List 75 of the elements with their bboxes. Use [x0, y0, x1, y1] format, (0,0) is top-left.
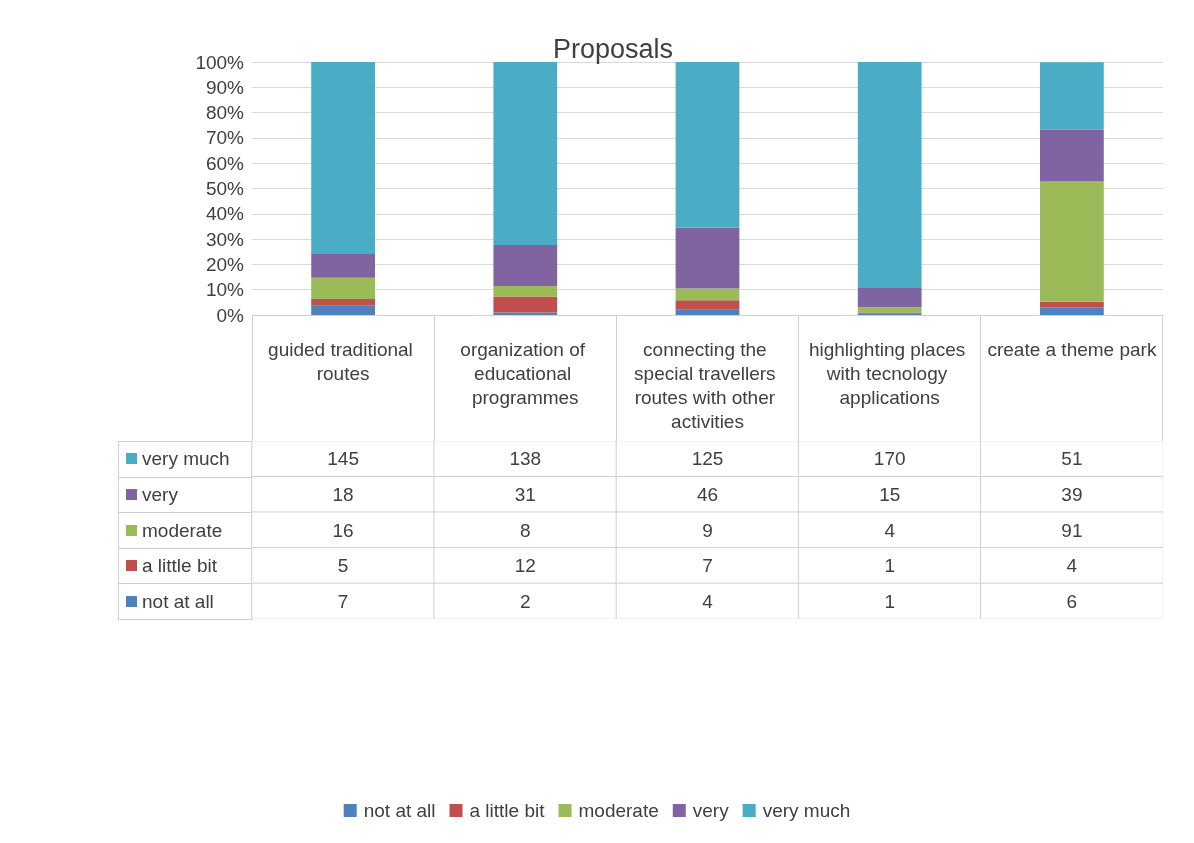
data-label: 7 [337, 590, 349, 612]
data-label: 8 [520, 519, 531, 541]
data-label: 7 [702, 555, 713, 577]
y-tick-label: very [142, 483, 179, 505]
y-tick-label: 10% [205, 279, 245, 301]
data-label: 16 [332, 519, 354, 541]
data-label: 91 [1061, 519, 1083, 541]
data-label: 6 [1066, 590, 1078, 612]
y-tick-label: 0% [216, 304, 245, 326]
data-label: 1 [884, 590, 895, 612]
y-tick-label: 80% [205, 102, 245, 124]
legend-label: moderate [578, 800, 659, 821]
data-label: 4 [884, 519, 896, 541]
bar [1040, 307, 1104, 315]
data-label: 4 [1066, 555, 1078, 577]
bar [493, 312, 558, 315]
bar [311, 62, 375, 255]
bar [675, 227, 740, 289]
data-label: 145 [327, 448, 359, 470]
x-tick-label: connecting the special travellers routes with other activities [634, 338, 781, 432]
bar [493, 296, 558, 313]
bar [493, 62, 558, 245]
bar [1040, 301, 1104, 308]
data-label: 15 [879, 483, 901, 505]
data-label: 125 [691, 448, 724, 470]
bar [675, 288, 740, 301]
y-tick-label: 100% [195, 51, 245, 73]
y-tick-label: very much [142, 448, 230, 470]
y-tick-label: 40% [205, 203, 245, 225]
data-label: 1 [884, 555, 895, 577]
bar [311, 299, 375, 306]
data-label: 18 [332, 483, 354, 505]
legend-label: very [692, 800, 730, 821]
x-tick-label: highlighting places with tecnology applications [808, 338, 971, 408]
data-label: 138 [509, 448, 542, 470]
chart-title: Proposals [552, 33, 674, 64]
data-label: 9 [702, 519, 713, 541]
bar [675, 300, 740, 310]
data-label: 46 [696, 483, 719, 505]
y-tick-label: 50% [205, 178, 245, 199]
bar [493, 285, 558, 297]
bar [675, 309, 740, 315]
data-label: 170 [873, 448, 906, 470]
legend-label: very much [762, 800, 851, 821]
bar [1040, 129, 1104, 182]
y-tick-label: 30% [205, 228, 245, 250]
bar [1040, 181, 1104, 302]
bar [493, 244, 558, 286]
data-label: 31 [514, 483, 536, 505]
bar [857, 307, 922, 313]
x-tick-label: create a theme park [987, 338, 1157, 360]
data-label: 5 [337, 555, 349, 577]
y-tick-label: moderate [142, 519, 223, 541]
bar [857, 287, 922, 308]
legend-label: a little bit [469, 800, 546, 821]
data-label: 2 [520, 590, 531, 612]
y-tick-label: a little bit [142, 555, 218, 577]
bar [1040, 62, 1104, 130]
y-tick-label: 60% [205, 152, 245, 174]
bar [311, 305, 375, 315]
x-tick-label: organization of educational programmes [460, 338, 591, 408]
y-tick-label: not at all [142, 590, 214, 612]
bar [675, 62, 740, 228]
y-tick-label: 20% [205, 253, 245, 275]
data-label: 4 [702, 590, 714, 612]
data-label: 12 [514, 555, 536, 577]
y-tick-label: 70% [205, 127, 245, 149]
y-tick-label: 90% [205, 76, 245, 98]
data-label: 39 [1061, 483, 1083, 505]
bar [857, 62, 922, 288]
data-label: 51 [1061, 448, 1083, 470]
legend-label: not at all [363, 800, 436, 821]
x-tick-label: guided traditional routes [268, 338, 419, 384]
bar [311, 277, 375, 300]
bar [311, 254, 375, 278]
